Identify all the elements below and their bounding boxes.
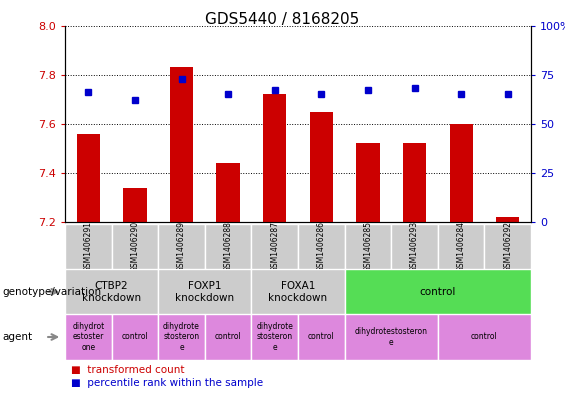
Bar <box>485 224 531 269</box>
Bar <box>205 224 251 269</box>
Text: GSM1406286: GSM1406286 <box>317 221 326 272</box>
Text: control: control <box>471 332 498 342</box>
Text: GSM1406292: GSM1406292 <box>503 221 512 272</box>
Text: GSM1406289: GSM1406289 <box>177 221 186 272</box>
Text: GSM1406284: GSM1406284 <box>457 221 466 272</box>
Bar <box>216 163 240 222</box>
Bar <box>298 314 345 360</box>
Text: agent: agent <box>3 332 33 342</box>
Bar <box>345 269 531 314</box>
Bar <box>77 134 100 222</box>
Text: GSM1406290: GSM1406290 <box>131 221 140 272</box>
Text: dihydrot
estoster
one: dihydrot estoster one <box>72 322 105 352</box>
Bar <box>112 314 158 360</box>
Bar <box>158 269 251 314</box>
Text: dihydrote
stosteron
e: dihydrote stosteron e <box>163 322 200 352</box>
Bar <box>65 314 112 360</box>
Bar <box>112 224 158 269</box>
Bar <box>170 67 193 222</box>
Bar <box>251 314 298 360</box>
Bar <box>205 314 251 360</box>
Bar <box>65 224 112 269</box>
Bar <box>357 143 380 222</box>
Bar <box>65 269 158 314</box>
Bar <box>438 314 531 360</box>
Text: ■  transformed count: ■ transformed count <box>71 365 184 375</box>
Bar <box>263 94 286 222</box>
Bar <box>158 314 205 360</box>
Text: control: control <box>121 332 148 342</box>
Text: control: control <box>420 287 456 297</box>
Text: genotype/variation: genotype/variation <box>3 287 102 297</box>
Bar <box>123 188 146 222</box>
Bar <box>345 224 392 269</box>
Text: ■  percentile rank within the sample: ■ percentile rank within the sample <box>71 378 263 388</box>
Text: FOXP1
knockdown: FOXP1 knockdown <box>175 281 234 303</box>
Text: CTBP2
knockdown: CTBP2 knockdown <box>82 281 141 303</box>
Bar <box>450 124 473 222</box>
Text: control: control <box>308 332 334 342</box>
Bar <box>496 217 519 222</box>
Bar <box>403 143 426 222</box>
Text: GSM1406287: GSM1406287 <box>270 221 279 272</box>
Bar <box>438 224 485 269</box>
Bar <box>251 269 345 314</box>
Text: dihydrotestosteron
e: dihydrotestosteron e <box>355 327 428 347</box>
Bar <box>251 224 298 269</box>
Text: control: control <box>215 332 241 342</box>
Bar <box>345 314 438 360</box>
Text: FOXA1
knockdown: FOXA1 knockdown <box>268 281 328 303</box>
Bar <box>298 224 345 269</box>
Text: GDS5440 / 8168205: GDS5440 / 8168205 <box>205 12 360 27</box>
Text: GSM1406291: GSM1406291 <box>84 221 93 272</box>
Text: dihydrote
stosteron
e: dihydrote stosteron e <box>257 322 293 352</box>
Bar <box>158 224 205 269</box>
Text: GSM1406288: GSM1406288 <box>224 221 233 272</box>
Text: GSM1406285: GSM1406285 <box>363 221 372 272</box>
Bar <box>392 224 438 269</box>
Text: GSM1406293: GSM1406293 <box>410 221 419 272</box>
Bar <box>310 112 333 222</box>
